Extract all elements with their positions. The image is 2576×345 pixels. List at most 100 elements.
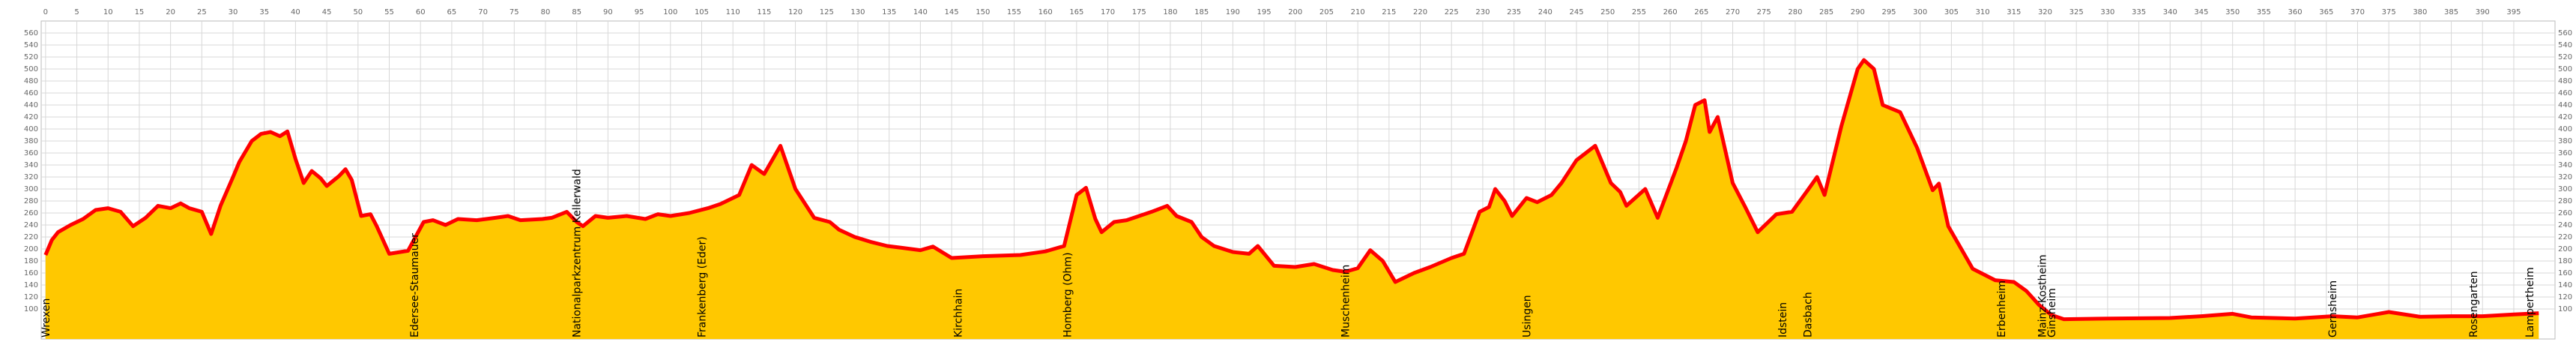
place-label: Wrexen	[40, 298, 52, 338]
x-tick-label: 170	[1101, 8, 1115, 16]
y-tick-label-right: 540	[2558, 41, 2572, 50]
elevation-area	[45, 60, 2539, 339]
place-label: Mainz-Kostheim	[2037, 254, 2049, 338]
x-tick-label: 135	[882, 8, 896, 16]
x-tick-label: 395	[2506, 8, 2521, 16]
x-tick-label: 50	[353, 8, 363, 16]
x-tick-label: 75	[510, 8, 519, 16]
y-tick-label: 280	[24, 197, 38, 206]
y-tick-label-right: 200	[2558, 245, 2572, 254]
x-tick-label: 70	[478, 8, 488, 16]
x-tick-label: 55	[384, 8, 394, 16]
place-label: Gernsheim	[2327, 280, 2339, 338]
y-tick-label: 460	[24, 89, 38, 98]
x-tick-label: 215	[1382, 8, 1396, 16]
y-tick-label: 360	[24, 149, 38, 158]
x-tick-label: 255	[1632, 8, 1646, 16]
y-tick-label-right: 360	[2558, 149, 2572, 158]
x-tick-label: 150	[976, 8, 990, 16]
x-tick-label: 95	[635, 8, 644, 16]
y-tick-label-right: 300	[2558, 185, 2572, 194]
y-tick-label-right: 440	[2558, 101, 2572, 110]
x-tick-label: 365	[2319, 8, 2333, 16]
y-tick-label: 180	[24, 257, 38, 266]
y-tick-label: 540	[24, 41, 38, 50]
x-tick-label: 10	[103, 8, 113, 16]
x-tick-label: 160	[1038, 8, 1053, 16]
x-tick-label: 320	[2038, 8, 2052, 16]
y-tick-label-right: 220	[2558, 233, 2572, 242]
x-tick-label: 145	[945, 8, 959, 16]
y-tick-label: 400	[24, 125, 38, 134]
place-label: Rosengarten	[2468, 271, 2480, 338]
x-tick-label: 290	[1851, 8, 1865, 16]
x-tick-label: 380	[2413, 8, 2427, 16]
x-tick-label: 285	[1819, 8, 1833, 16]
x-tick-label: 250	[1600, 8, 1615, 16]
y-tick-label: 380	[24, 137, 38, 146]
y-tick-label-right: 380	[2558, 137, 2572, 146]
x-tick-label: 205	[1319, 8, 1334, 16]
place-label: Ginsheim	[2046, 288, 2058, 338]
y-tick-label: 520	[24, 53, 38, 62]
y-tick-label-right: 400	[2558, 125, 2572, 134]
x-tick-label: 35	[259, 8, 269, 16]
x-tick-label: 295	[1881, 8, 1896, 16]
x-tick-label: 280	[1788, 8, 1802, 16]
x-tick-label: 210	[1351, 8, 1365, 16]
x-tick-label: 240	[1538, 8, 1552, 16]
x-tick-label: 370	[2350, 8, 2365, 16]
x-tick-label: 355	[2257, 8, 2271, 16]
x-tick-label: 190	[1226, 8, 1240, 16]
place-label: Lampertheim	[2524, 267, 2536, 338]
x-tick-label: 300	[1913, 8, 1927, 16]
x-tick-label: 390	[2476, 8, 2490, 16]
y-tick-label-right: 120	[2558, 293, 2572, 302]
x-tick-label: 220	[1413, 8, 1427, 16]
place-label: Dasbach	[1803, 292, 1815, 338]
x-tick-label: 45	[322, 8, 332, 16]
x-tick-label: 140	[913, 8, 928, 16]
x-tick-label: 85	[572, 8, 581, 16]
x-tick-label: 230	[1475, 8, 1490, 16]
y-tick-label-right: 320	[2558, 173, 2572, 182]
y-tick-label: 160	[24, 269, 38, 278]
x-tick-label: 60	[416, 8, 426, 16]
x-tick-label: 100	[663, 8, 677, 16]
x-tick-label: 345	[2194, 8, 2208, 16]
x-tick-label: 30	[229, 8, 238, 16]
y-tick-label-right: 160	[2558, 269, 2572, 278]
place-label: Nationalparkzentrum Kellerwald	[572, 169, 584, 338]
x-tick-label: 225	[1445, 8, 1459, 16]
x-tick-label: 245	[1569, 8, 1583, 16]
place-label: Usingen	[1521, 295, 1533, 338]
x-tick-label: 305	[1944, 8, 1959, 16]
y-tick-label: 440	[24, 101, 38, 110]
x-tick-label: 40	[291, 8, 300, 16]
y-tick-label: 420	[24, 113, 38, 122]
y-tick-label-right: 480	[2558, 77, 2572, 86]
x-tick-label: 0	[43, 8, 48, 16]
x-tick-label: 260	[1663, 8, 1678, 16]
x-tick-label: 195	[1257, 8, 1272, 16]
y-tick-label: 300	[24, 185, 38, 194]
x-tick-label: 155	[1007, 8, 1021, 16]
x-tick-label: 185	[1194, 8, 1209, 16]
place-label: Idstein	[1777, 302, 1789, 338]
place-label: Muschenheim	[1340, 265, 1352, 338]
x-tick-label: 330	[2100, 8, 2114, 16]
y-tick-label: 120	[24, 293, 38, 302]
y-tick-label: 340	[24, 161, 38, 170]
y-tick-label: 140	[24, 281, 38, 290]
x-tick-label: 20	[166, 8, 175, 16]
x-tick-label: 105	[695, 8, 709, 16]
place-label: Edersee-Staumauer	[409, 233, 421, 338]
y-tick-label-right: 420	[2558, 113, 2572, 122]
x-tick-label: 265	[1694, 8, 1708, 16]
x-tick-label: 270	[1726, 8, 1740, 16]
x-tick-label: 25	[197, 8, 207, 16]
x-tick-label: 180	[1163, 8, 1177, 16]
y-tick-label-right: 560	[2558, 29, 2572, 38]
